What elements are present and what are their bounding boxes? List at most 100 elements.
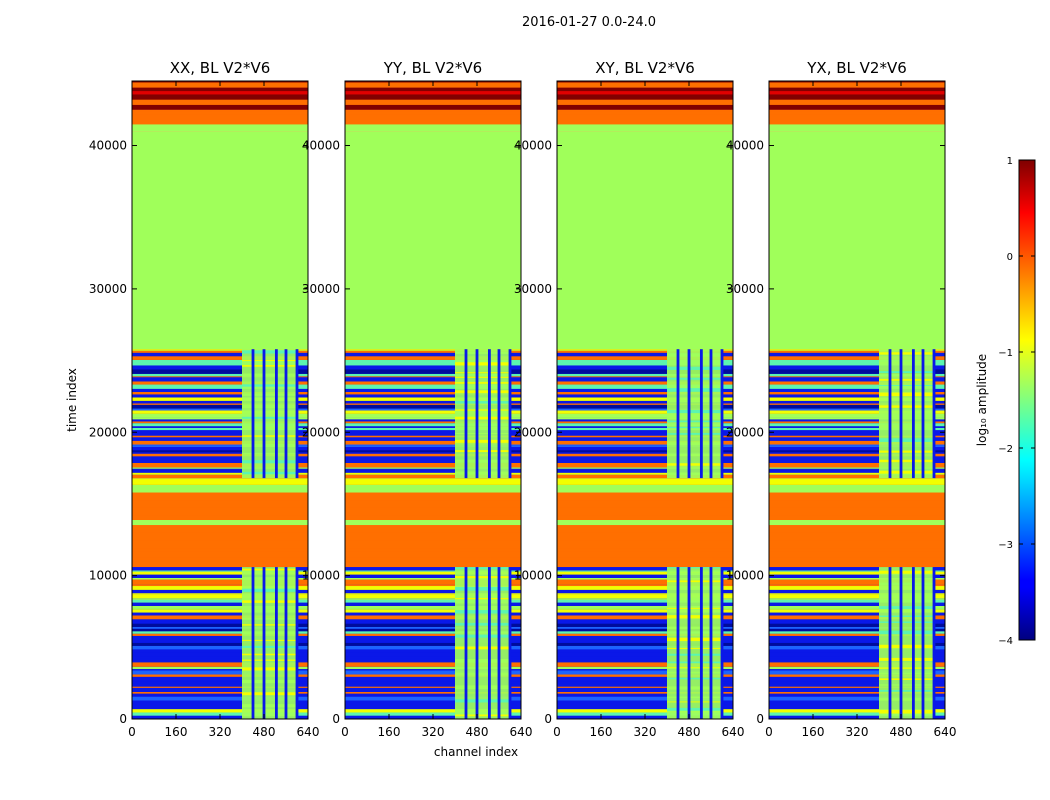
time-stripe <box>557 602 733 606</box>
time-stripe <box>132 87 308 92</box>
time-stripe <box>132 467 308 469</box>
time-stripe <box>345 608 521 610</box>
rfi-stripe <box>667 366 722 370</box>
time-stripe <box>769 391 945 395</box>
rfi-stripe <box>667 647 722 649</box>
time-stripe <box>769 570 945 572</box>
time-stripe <box>769 462 945 468</box>
rfi-channel-line <box>251 567 255 719</box>
rfi-stripe <box>667 580 722 583</box>
time-stripe <box>769 403 945 405</box>
y-tick-label: 40000 <box>726 139 764 153</box>
time-stripe <box>132 589 308 594</box>
time-stripe <box>769 363 945 366</box>
time-stripe <box>557 696 733 701</box>
time-stripe <box>132 696 308 701</box>
panel-4: YX, BL V2*V6 0 160 320 480 640 0 10000 20000 3000… <box>726 59 957 739</box>
rfi-stripe <box>667 567 722 569</box>
time-stripe <box>345 577 521 580</box>
time-stripe <box>557 652 733 657</box>
rfi-stripe <box>242 692 297 696</box>
rfi-stripe <box>879 378 934 381</box>
time-stripe <box>557 417 733 420</box>
rfi-stripe <box>879 690 934 692</box>
panel-1: XX, BL V2*V6 0 160 320 480 640 0 10000 20000 3000… <box>89 59 320 739</box>
panel-title: XY, BL V2*V6 <box>595 59 695 77</box>
rfi-channel-line <box>262 567 266 719</box>
time-stripe <box>557 642 733 646</box>
time-stripe <box>132 658 308 663</box>
time-stripe <box>132 350 308 353</box>
rfi-stripe <box>242 471 297 475</box>
rfi-stripe <box>455 351 510 354</box>
time-stripe <box>557 403 733 405</box>
time-stripe <box>557 608 733 610</box>
time-stripe <box>132 359 308 364</box>
time-stripe <box>557 350 733 353</box>
time-stripe <box>769 104 945 110</box>
rfi-stripe <box>667 442 722 446</box>
time-stripe <box>345 532 521 541</box>
time-stripe <box>345 404 521 409</box>
rfi-stripe <box>667 661 722 664</box>
time-stripe <box>132 474 308 479</box>
time-stripe <box>769 551 945 558</box>
time-stripe <box>557 700 733 705</box>
time-stripe <box>345 484 521 493</box>
rfi-stripe <box>667 637 722 642</box>
time-stripe <box>345 452 521 454</box>
time-stripe <box>557 645 733 650</box>
y-tick-label: 40000 <box>302 139 340 153</box>
time-stripe <box>769 377 945 382</box>
time-stripe <box>345 447 521 451</box>
colorbar-tick-label: −1 <box>998 348 1013 359</box>
time-stripe <box>769 421 945 424</box>
time-stripe <box>345 707 521 710</box>
time-stripe <box>345 417 521 420</box>
time-stripe <box>769 577 945 580</box>
rfi-stripe <box>455 390 510 394</box>
time-stripe <box>557 437 733 441</box>
rfi-stripe <box>455 634 510 638</box>
time-stripe <box>769 557 945 562</box>
rfi-stripe <box>242 667 297 671</box>
panel-title: YY, BL V2*V6 <box>383 59 482 77</box>
time-stripe <box>132 652 308 657</box>
rfi-block <box>455 349 510 479</box>
x-tick-label: 160 <box>165 725 188 739</box>
time-stripe <box>132 417 308 420</box>
rfi-stripe <box>242 426 297 429</box>
time-stripe <box>769 676 945 682</box>
time-stripe <box>557 598 733 600</box>
rfi-stripe <box>879 438 934 442</box>
time-stripe <box>769 111 945 115</box>
time-stripe <box>769 621 945 624</box>
time-stripe <box>769 666 945 670</box>
time-stripe <box>345 540 521 549</box>
time-stripe <box>132 452 308 454</box>
rfi-channel-line <box>487 567 491 719</box>
rfi-block <box>879 567 934 719</box>
time-stripe <box>769 435 945 438</box>
y-tick-label: 0 <box>544 712 552 726</box>
time-stripe <box>769 693 945 697</box>
time-stripe <box>769 658 945 663</box>
time-stripe <box>769 450 945 453</box>
time-stripe <box>557 376 733 378</box>
time-stripe <box>345 359 521 364</box>
time-stripe <box>132 435 308 438</box>
time-stripe <box>557 599 733 603</box>
rfi-stripe <box>667 607 722 609</box>
rfi-stripe <box>455 672 510 676</box>
time-stripe <box>557 388 733 392</box>
time-stripe <box>557 104 733 110</box>
rfi-stripe <box>242 618 297 620</box>
time-stripe <box>769 623 945 627</box>
time-stripe <box>345 474 521 479</box>
time-stripe <box>769 365 945 367</box>
time-stripe <box>557 639 733 643</box>
x-tick-label: 160 <box>802 725 825 739</box>
time-stripe <box>132 608 308 610</box>
rfi-stripe <box>879 684 934 686</box>
rfi-stripe <box>879 606 934 610</box>
